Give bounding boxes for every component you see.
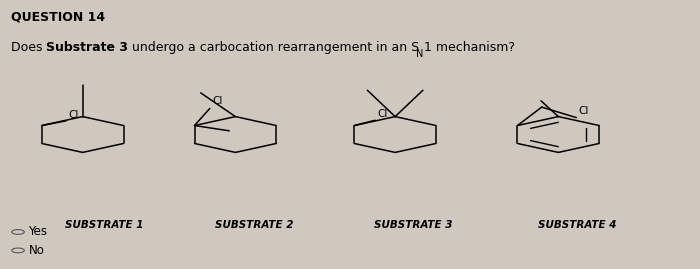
Text: N: N xyxy=(416,49,424,59)
Text: Substrate 3: Substrate 3 xyxy=(46,41,128,54)
Text: Does: Does xyxy=(11,41,47,54)
Text: Yes: Yes xyxy=(29,225,48,239)
Text: SUBSTRATE 2: SUBSTRATE 2 xyxy=(215,220,293,230)
Text: Cl: Cl xyxy=(578,106,589,116)
Text: No: No xyxy=(29,244,44,257)
Text: Cl: Cl xyxy=(212,96,223,106)
Text: Cl: Cl xyxy=(377,109,388,119)
Text: Cl: Cl xyxy=(68,110,78,120)
Text: SUBSTRATE 4: SUBSTRATE 4 xyxy=(538,220,616,230)
Text: SUBSTRATE 1: SUBSTRATE 1 xyxy=(65,220,144,230)
Text: 1 mechanism?: 1 mechanism? xyxy=(424,41,514,54)
Text: SUBSTRATE 3: SUBSTRATE 3 xyxy=(374,220,453,230)
Text: QUESTION 14: QUESTION 14 xyxy=(11,11,105,24)
Text: undergo a carbocation rearrangement in an S: undergo a carbocation rearrangement in a… xyxy=(127,41,419,54)
